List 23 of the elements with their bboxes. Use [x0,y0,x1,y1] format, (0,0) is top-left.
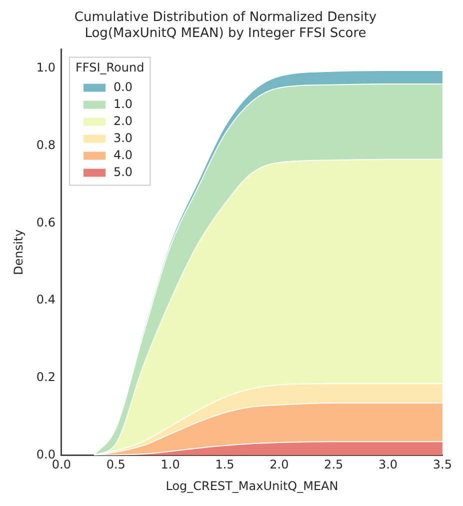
y-tick-label: 0.4 [36,292,56,307]
y-tick-label: 0.6 [36,215,56,230]
legend-label: 5.0 [113,164,133,179]
x-tick-label: 1.5 [215,458,234,472]
x-axis-title: Log_CREST_MaxUnitQ_MEAN [166,478,338,493]
y-tick-label: 1.0 [36,60,56,75]
y-tick-label: 0.8 [36,138,56,152]
legend-label: 0.0 [113,80,133,94]
chart-title: Cumulative Distribution of Normalized Density Log(MaxUnitQ MEAN) by Integer FFSI Score [74,10,377,41]
x-tick-label: 2.5 [324,458,344,472]
y-tick-label: 0.2 [36,370,56,384]
x-tick-label: 3.0 [378,458,398,472]
legend-label: 4.0 [113,148,133,162]
x-tick-label: 2.0 [270,458,289,472]
x-tick-label: 0.5 [106,458,126,472]
legend-label: 2.0 [113,114,133,128]
x-tick-label: 1.0 [160,458,180,472]
x-tick-label: 3.5 [432,458,452,472]
x-tick-label: 0.0 [52,458,72,472]
legend-label: 1.0 [113,96,133,111]
y-axis-title: Density [11,229,26,276]
legend-title: FFSI_Round [75,60,144,74]
legend-label: 3.0 [113,130,133,145]
